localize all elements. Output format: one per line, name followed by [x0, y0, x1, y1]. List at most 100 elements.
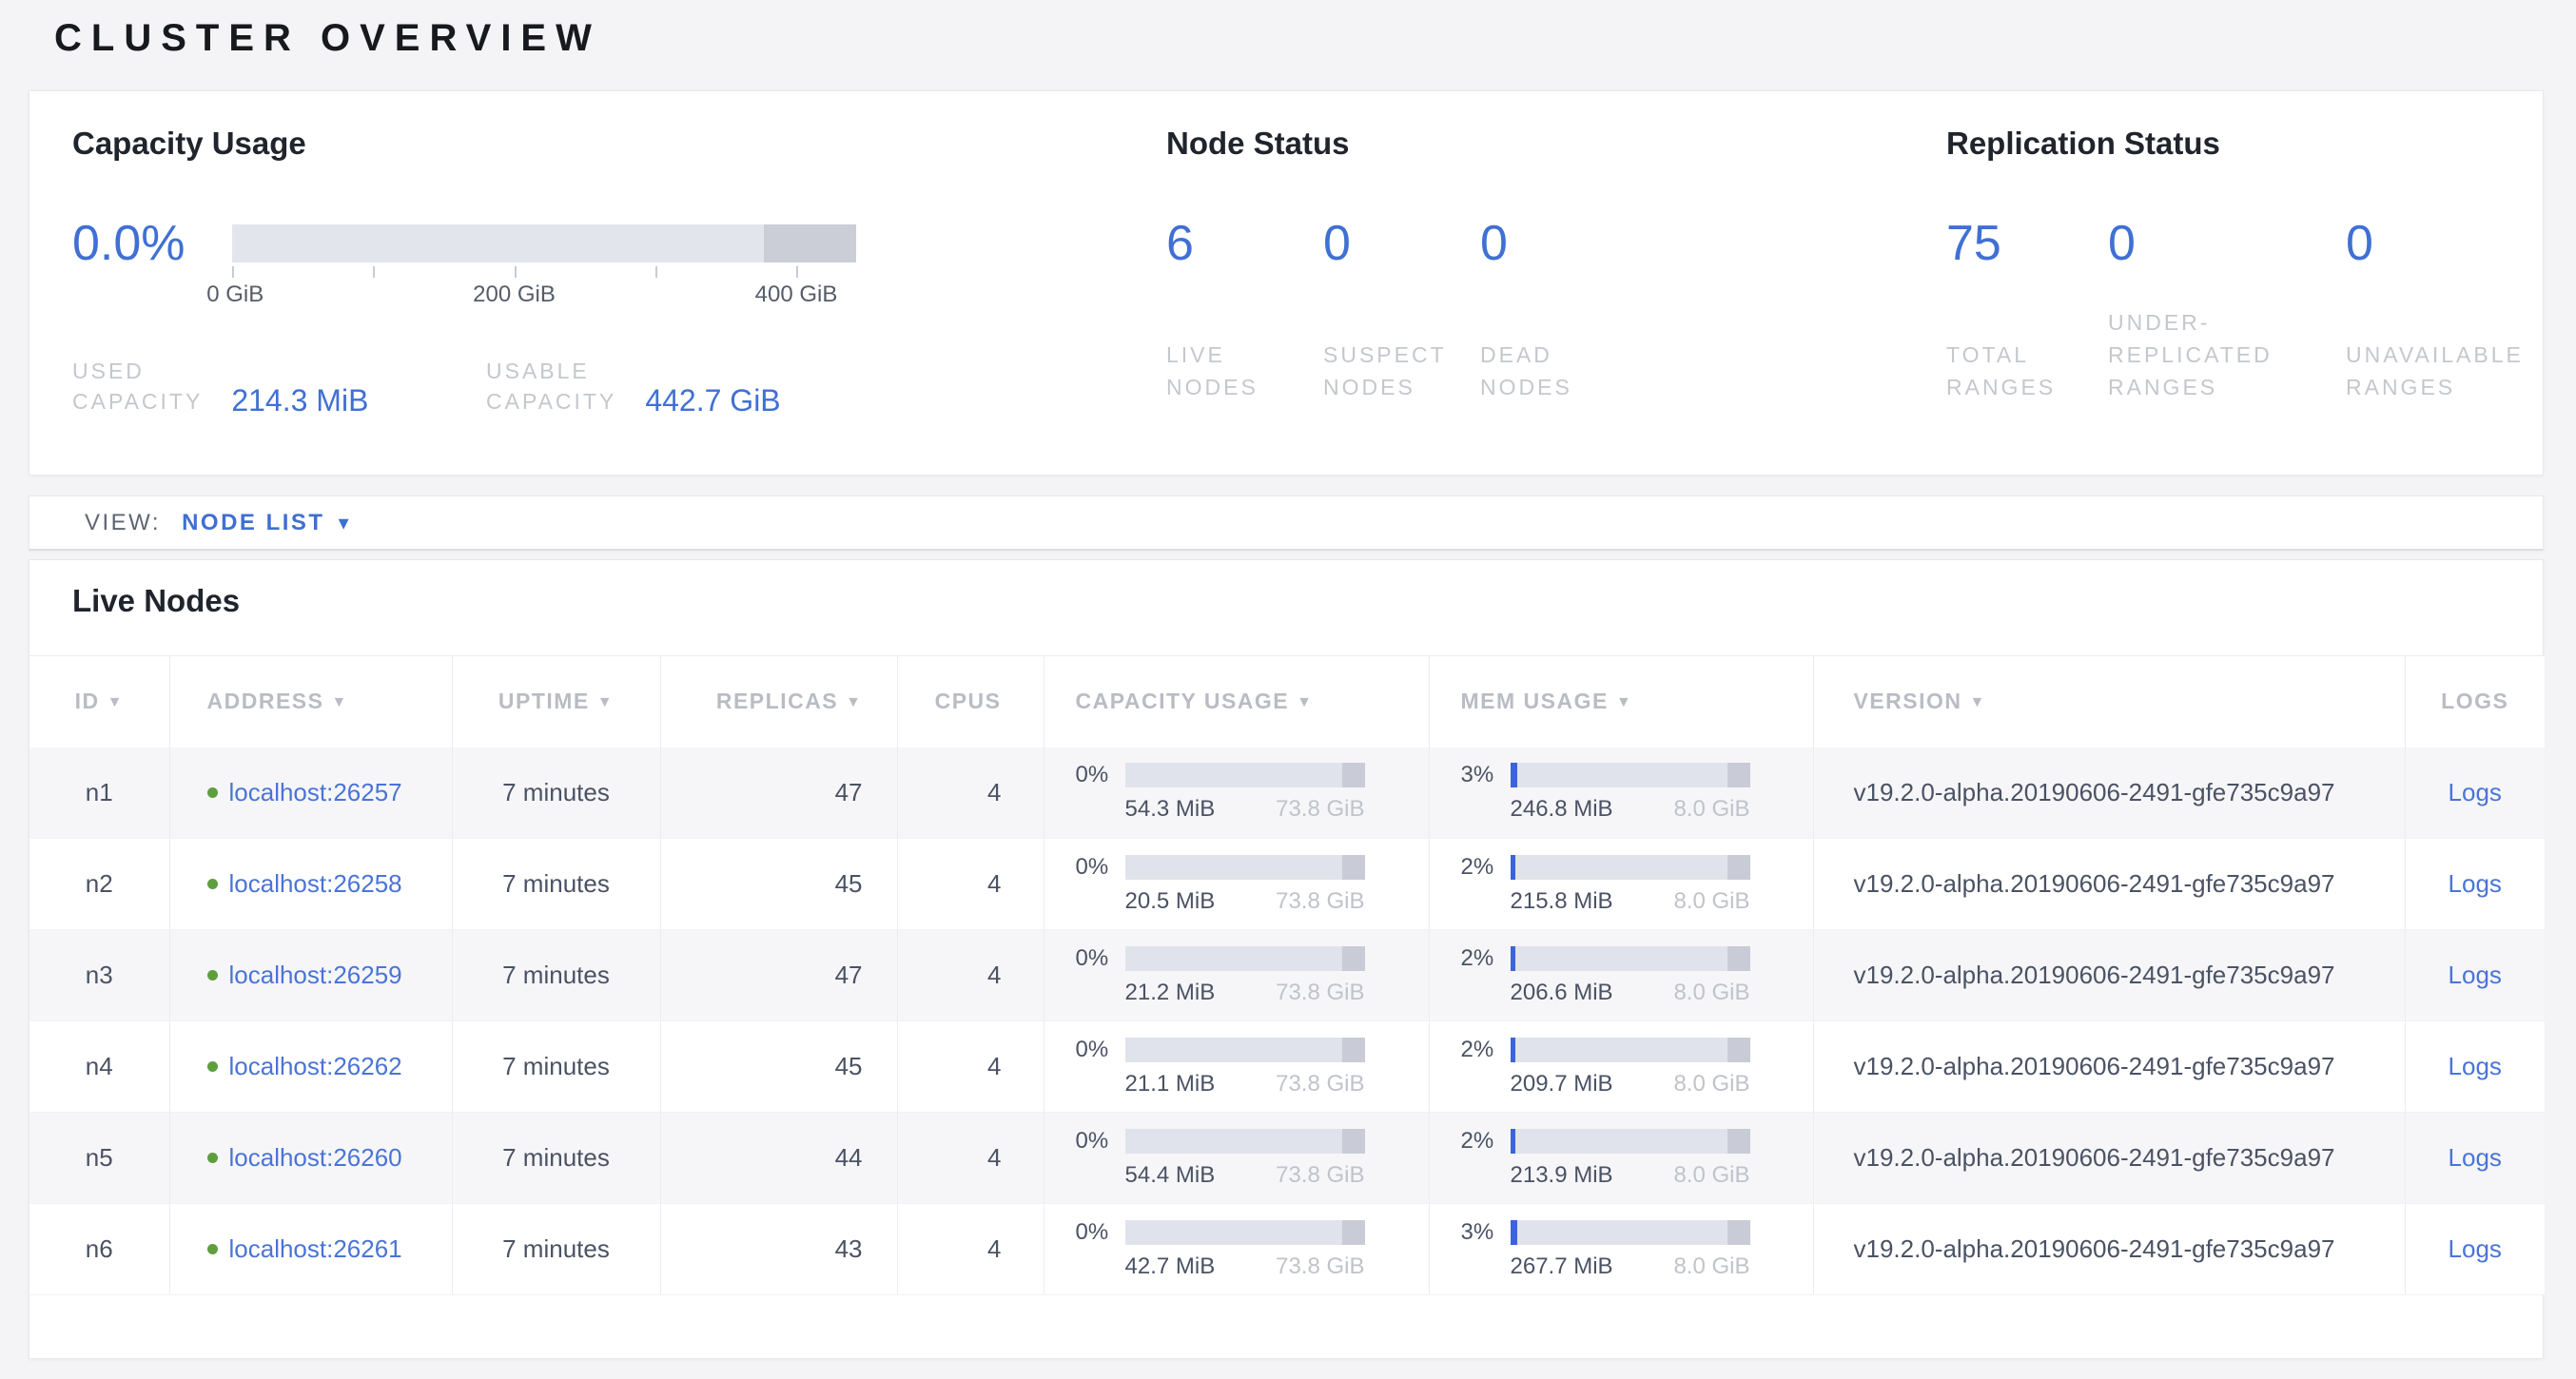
node-address-link[interactable]: localhost:26261 — [228, 1234, 402, 1263]
capacity-usage-cell: 0% 21.2 MiB 73.8 GiB — [1044, 945, 1429, 1006]
mem-usage-cell: 3% 246.8 MiB 8.0 GiB — [1430, 762, 1813, 823]
node-replicas: 45 — [659, 1020, 897, 1113]
column-header-logs: LOGS — [2404, 655, 2545, 748]
node-id: n3 — [29, 929, 169, 1021]
mem-used: 209.7 MiB — [1510, 1070, 1613, 1097]
logs-link[interactable]: Logs — [2448, 1052, 2502, 1080]
node-address-link[interactable]: localhost:26259 — [228, 961, 402, 989]
under-replicated-value: 0 — [2108, 216, 2136, 271]
capacity-used: 54.4 MiB — [1124, 1161, 1216, 1188]
capacity-pct: 0% — [1075, 944, 1109, 971]
sort-desc-icon: ▼ — [1969, 694, 1986, 711]
column-header-uptime[interactable]: UPTIME ▼ — [451, 655, 660, 748]
view-dropdown[interactable]: NODE LIST ▾ — [182, 510, 349, 536]
node-version: v19.2.0-alpha.20190606-2491-gfe735c9a97 — [1812, 929, 2405, 1021]
mem-usage-cell: 2% 209.7 MiB 8.0 GiB — [1430, 1037, 1813, 1097]
mem-used: 213.9 MiB — [1510, 1161, 1613, 1188]
live-nodes-label: LIVE NODES — [1166, 342, 1259, 399]
table-row: n3 localhost:26259 7 minutes 47 4 0% 21.… — [29, 929, 2545, 1021]
column-header-replicas[interactable]: REPLICAS ▼ — [659, 655, 897, 748]
node-address-link[interactable]: localhost:26260 — [228, 1143, 402, 1172]
node-id: n4 — [29, 1020, 169, 1113]
column-header-address[interactable]: ADDRESS ▼ — [168, 655, 452, 748]
live-nodes-table: ID ▼ ADDRESS ▼ UPTIME ▼ REPLICAS ▼ CPUS CAPA… — [29, 655, 2545, 1295]
column-header-id[interactable]: ID ▼ — [29, 655, 169, 748]
dead-nodes-value: 0 — [1480, 216, 1508, 271]
metric-under-replicated-ranges: 0 UNDER- REPLICATED RANGES — [2108, 217, 2346, 403]
node-id: n2 — [29, 838, 169, 930]
column-header-capacity-usage[interactable]: CAPACITY USAGE ▼ — [1043, 655, 1429, 748]
node-cpus: 4 — [896, 1020, 1044, 1113]
capacity-usage-cell: 0% 54.4 MiB 73.8 GiB — [1044, 1128, 1429, 1189]
capacity-total: 73.8 GiB — [1276, 1161, 1365, 1188]
capacity-total: 73.8 GiB — [1276, 887, 1365, 914]
mem-usage-bar — [1510, 1037, 1750, 1062]
node-uptime: 7 minutes — [451, 1203, 660, 1295]
logs-link[interactable]: Logs — [2448, 1234, 2502, 1263]
capacity-used: 21.1 MiB — [1124, 1070, 1216, 1097]
node-live-icon — [206, 879, 218, 889]
node-replicas: 45 — [659, 838, 897, 930]
column-header-mem-usage[interactable]: MEM USAGE ▼ — [1428, 655, 1813, 748]
table-row: n5 localhost:26260 7 minutes 44 4 0% 54.… — [29, 1112, 2545, 1204]
view-dropdown-selected[interactable]: NODE LIST — [182, 509, 325, 535]
node-replicas: 44 — [659, 1112, 897, 1204]
column-header-version[interactable]: VERSION ▼ — [1812, 655, 2405, 748]
mem-used: 246.8 MiB — [1510, 796, 1613, 823]
node-id: n5 — [29, 1112, 169, 1204]
axis-label-400: 400 GiB — [754, 282, 838, 307]
mem-usage-bar — [1510, 763, 1750, 788]
sort-desc-icon: ▼ — [331, 694, 348, 711]
node-status-section: Node Status 6 LIVE NODES 0 SUSPECT NODES… — [1166, 126, 1670, 403]
replication-status-title: Replication Status — [1946, 126, 2220, 161]
node-id: n6 — [29, 1203, 169, 1295]
page-title: CLUSTER OVERVIEW — [54, 17, 601, 59]
under-replicated-label: UNDER- REPLICATED RANGES — [2108, 310, 2273, 399]
capacity-usage-bar — [1124, 945, 1365, 971]
logs-link[interactable]: Logs — [2448, 961, 2502, 989]
capacity-bar-chart: 0 GiB 200 GiB 400 GiB — [206, 217, 856, 310]
mem-pct: 2% — [1460, 944, 1494, 971]
node-uptime: 7 minutes — [451, 1112, 660, 1204]
capacity-pct: 0% — [1075, 1218, 1109, 1245]
capacity-usage-bar — [1124, 1128, 1365, 1154]
summary-card: Capacity Usage 0.0% — [29, 90, 2544, 476]
capacity-bar-reserved — [763, 224, 856, 262]
capacity-usage-bar — [1124, 1037, 1365, 1062]
capacity-total: 73.8 GiB — [1276, 1253, 1365, 1279]
mem-usage-cell: 2% 215.8 MiB 8.0 GiB — [1430, 854, 1813, 915]
dead-nodes-label: DEAD NODES — [1480, 342, 1572, 399]
mem-usage-bar — [1510, 945, 1750, 971]
logs-link[interactable]: Logs — [2448, 777, 2502, 806]
node-live-icon — [206, 1061, 218, 1072]
mem-total: 8.0 GiB — [1673, 796, 1750, 823]
node-address-link[interactable]: localhost:26257 — [228, 777, 402, 806]
node-version: v19.2.0-alpha.20190606-2491-gfe735c9a97 — [1812, 838, 2405, 930]
metric-dead-nodes: 0 DEAD NODES — [1480, 217, 1670, 403]
replication-status-section: Replication Status 75 TOTAL RANGES 0 UND… — [1946, 126, 2555, 403]
mem-total: 8.0 GiB — [1673, 1161, 1750, 1188]
mem-used: 267.7 MiB — [1510, 1253, 1613, 1279]
capacity-pct: 0% — [1075, 853, 1109, 880]
logs-link[interactable]: Logs — [2448, 1143, 2502, 1172]
node-id: n1 — [29, 747, 169, 839]
logs-link[interactable]: Logs — [2448, 869, 2502, 898]
live-nodes-card: Live Nodes ID ▼ ADDRESS ▼ UPTIME ▼ REPLICAS… — [29, 559, 2545, 1359]
mem-total: 8.0 GiB — [1673, 1253, 1750, 1279]
node-replicas: 47 — [659, 929, 897, 1021]
mem-pct: 2% — [1460, 1036, 1494, 1062]
capacity-pct: 0% — [1075, 1036, 1109, 1062]
node-cpus: 4 — [896, 1112, 1044, 1204]
node-uptime: 7 minutes — [451, 1020, 660, 1113]
caret-down-icon[interactable]: ▾ — [338, 510, 349, 534]
node-version: v19.2.0-alpha.20190606-2491-gfe735c9a97 — [1812, 1112, 2405, 1204]
axis-label-0: 0 GiB — [206, 282, 264, 307]
sort-desc-icon: ▼ — [1615, 694, 1633, 711]
used-capacity-value: 214.3 MiB — [231, 383, 369, 418]
table-row: n4 localhost:26262 7 minutes 45 4 0% 21.… — [29, 1020, 2545, 1113]
node-address-link[interactable]: localhost:26262 — [228, 1052, 402, 1080]
sort-desc-icon: ▼ — [107, 694, 124, 711]
node-status-title: Node Status — [1166, 126, 1350, 161]
node-address-link[interactable]: localhost:26258 — [228, 869, 402, 898]
capacity-total: 73.8 GiB — [1276, 1070, 1365, 1097]
